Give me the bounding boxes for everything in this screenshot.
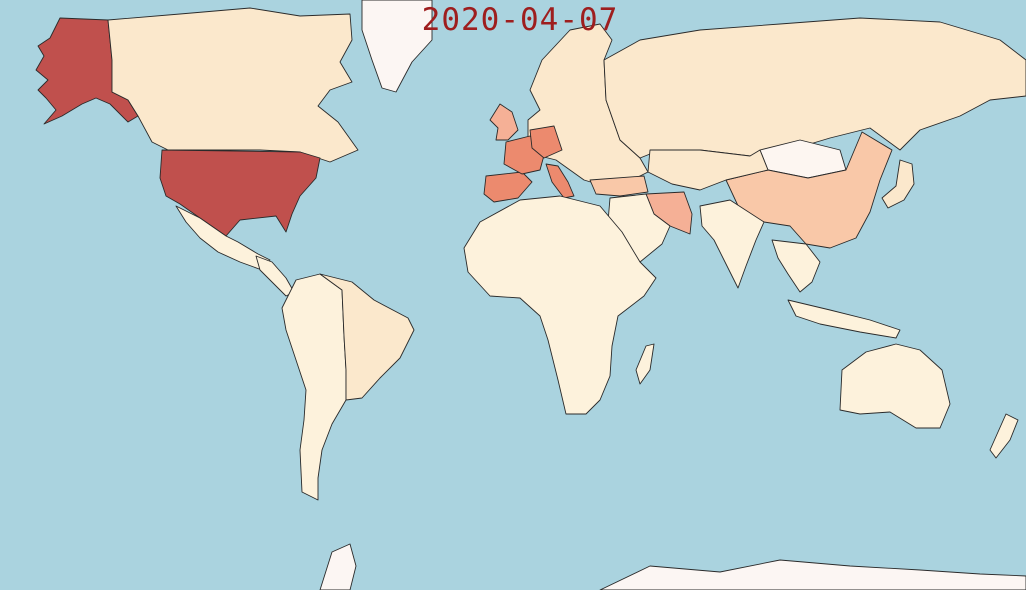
germany <box>529 125 563 159</box>
africa <box>463 195 657 415</box>
japan <box>881 159 915 209</box>
turkey <box>589 175 649 197</box>
india <box>699 199 765 289</box>
antarctica-west <box>319 543 357 590</box>
antarctica-east <box>599 559 1026 590</box>
southeast-asia <box>771 239 821 293</box>
date-label: 2020-04-07 <box>421 2 619 38</box>
australia <box>839 343 951 429</box>
brazil <box>319 273 415 401</box>
madagascar <box>635 343 655 385</box>
uk <box>489 103 519 141</box>
indonesia <box>787 299 901 339</box>
usa <box>159 149 321 237</box>
new-zealand <box>989 413 1019 459</box>
china <box>725 131 893 249</box>
central-asia <box>647 149 769 191</box>
italy <box>545 163 575 199</box>
greenland <box>361 0 433 93</box>
canada <box>107 7 359 163</box>
